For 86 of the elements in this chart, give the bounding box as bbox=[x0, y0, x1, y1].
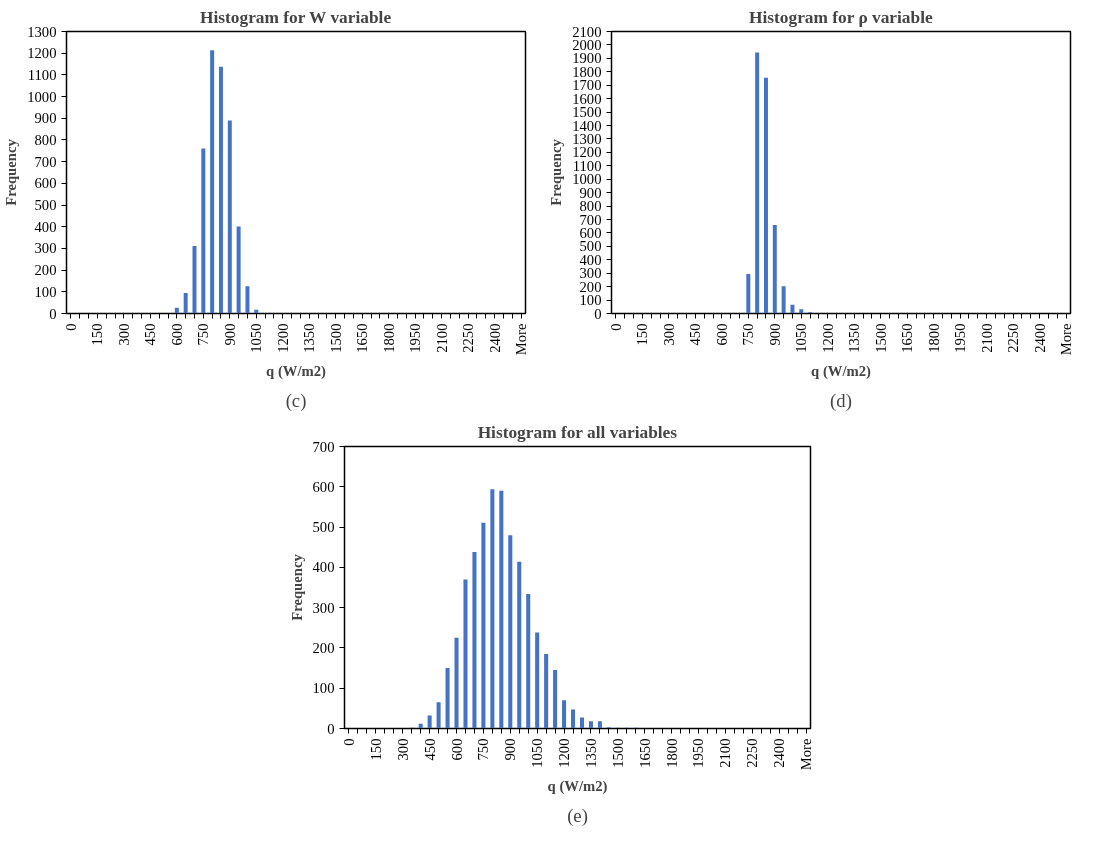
text: (d) bbox=[830, 389, 852, 412]
y-tick-label: 100 bbox=[312, 680, 335, 697]
y-tick-label: 400 bbox=[34, 218, 57, 235]
x-tick-label: 2250 bbox=[744, 738, 761, 768]
x-tick-label: 2250 bbox=[1005, 323, 1022, 353]
x-tick-label: 1350 bbox=[301, 323, 318, 353]
x-tick-label: 150 bbox=[89, 323, 106, 346]
x-tick-label: 900 bbox=[221, 323, 238, 346]
x-tick-label: 300 bbox=[115, 323, 132, 346]
x-tick-label: 0 bbox=[340, 738, 357, 746]
x-axis-title: q (W/m2) bbox=[811, 363, 872, 381]
y-tick-label: 1000 bbox=[27, 88, 57, 105]
x-tick-label: 900 bbox=[766, 323, 783, 346]
x-tick-label: More bbox=[1058, 323, 1075, 356]
y-tick-label: 1100 bbox=[27, 66, 57, 83]
x-tick-label: 1800 bbox=[663, 738, 680, 768]
x-tick-label: 1500 bbox=[609, 738, 626, 768]
y-tick-label: 200 bbox=[312, 639, 335, 656]
x-tick-label: 450 bbox=[687, 323, 704, 346]
x-tick-label: 0 bbox=[607, 323, 624, 331]
x-tick-label: 1950 bbox=[407, 323, 424, 353]
y-axis-title: Frequency bbox=[3, 138, 20, 206]
y-tick-label: 600 bbox=[312, 478, 335, 495]
y-axis-title: Frequency bbox=[548, 138, 565, 206]
y-tick-label: 1300 bbox=[27, 23, 57, 40]
y-tick-label: 100 bbox=[34, 283, 57, 300]
x-tick-label: 2250 bbox=[460, 323, 477, 353]
x-tick-label: More bbox=[513, 323, 530, 356]
x-tick-label: 2400 bbox=[486, 323, 503, 353]
y-tick-label: 800 bbox=[34, 131, 57, 148]
x-tick-label: 1050 bbox=[529, 738, 546, 768]
x-tick-label: 1650 bbox=[636, 738, 653, 768]
x-tick-label: 2100 bbox=[978, 323, 995, 353]
x-tick-label: 900 bbox=[502, 738, 519, 761]
y-tick-label: 500 bbox=[34, 197, 57, 214]
x-tick-label: 750 bbox=[740, 323, 757, 346]
chart-title: Histogram for ρ variable bbox=[749, 7, 933, 27]
x-tick-label: 450 bbox=[142, 323, 159, 346]
y-tick-label: 500 bbox=[312, 519, 335, 536]
x-tick-label: 750 bbox=[195, 323, 212, 346]
y-tick-label: 900 bbox=[34, 110, 57, 127]
x-tick-label: 2400 bbox=[1031, 323, 1048, 353]
chart-title: Histogram for all variables bbox=[477, 422, 678, 442]
x-tick-label: 450 bbox=[421, 738, 438, 761]
x-tick-label: 600 bbox=[713, 323, 730, 346]
x-tick-label: 150 bbox=[634, 323, 651, 346]
text: (e) bbox=[567, 804, 588, 827]
x-tick-label: 2400 bbox=[771, 738, 788, 768]
x-tick-label: 1050 bbox=[248, 323, 265, 353]
x-tick-label: 1350 bbox=[846, 323, 863, 353]
x-tick-label: 300 bbox=[660, 323, 677, 346]
x-tick-label: 2100 bbox=[717, 738, 734, 768]
chart-title: Histogram for W variable bbox=[199, 7, 392, 27]
x-tick-label: 300 bbox=[394, 738, 411, 761]
x-tick-label: 2100 bbox=[433, 323, 450, 353]
y-tick-label: 200 bbox=[34, 262, 57, 279]
x-tick-label: 150 bbox=[367, 738, 384, 761]
x-tick-label: 1650 bbox=[354, 323, 371, 353]
x-tick-label: More bbox=[798, 738, 815, 771]
x-tick-label: 600 bbox=[448, 738, 465, 761]
text: (c) bbox=[285, 389, 307, 412]
x-tick-label: 1800 bbox=[925, 323, 942, 353]
x-tick-label: 750 bbox=[475, 738, 492, 761]
y-axis-title: Frequency bbox=[288, 553, 305, 621]
x-tick-label: 1200 bbox=[819, 323, 836, 353]
y-tick-label: 700 bbox=[312, 438, 335, 455]
x-tick-label: 600 bbox=[168, 323, 185, 346]
x-tick-label: 1350 bbox=[582, 738, 599, 768]
x-tick-label: 1800 bbox=[380, 323, 397, 353]
x-tick-label: 1950 bbox=[690, 738, 707, 768]
x-axis-title: q (W/m2) bbox=[547, 778, 608, 796]
x-tick-label: 1650 bbox=[899, 323, 916, 353]
y-tick-label: 100 bbox=[579, 292, 602, 309]
y-tick-label: 1200 bbox=[27, 45, 57, 62]
x-axis-title: q (W/m2) bbox=[266, 363, 327, 381]
y-tick-label: 300 bbox=[34, 240, 57, 257]
x-tick-label: 1500 bbox=[872, 323, 889, 353]
x-tick-label: 1200 bbox=[274, 323, 291, 353]
y-tick-label: 400 bbox=[312, 559, 335, 576]
x-tick-label: 1050 bbox=[793, 323, 810, 353]
y-tick-label: 0 bbox=[327, 720, 335, 737]
x-tick-label: 0 bbox=[62, 323, 79, 331]
y-tick-label: 300 bbox=[312, 599, 335, 616]
y-tick-label: 600 bbox=[34, 175, 57, 192]
x-tick-label: 1950 bbox=[952, 323, 969, 353]
y-tick-label: 700 bbox=[34, 153, 57, 170]
